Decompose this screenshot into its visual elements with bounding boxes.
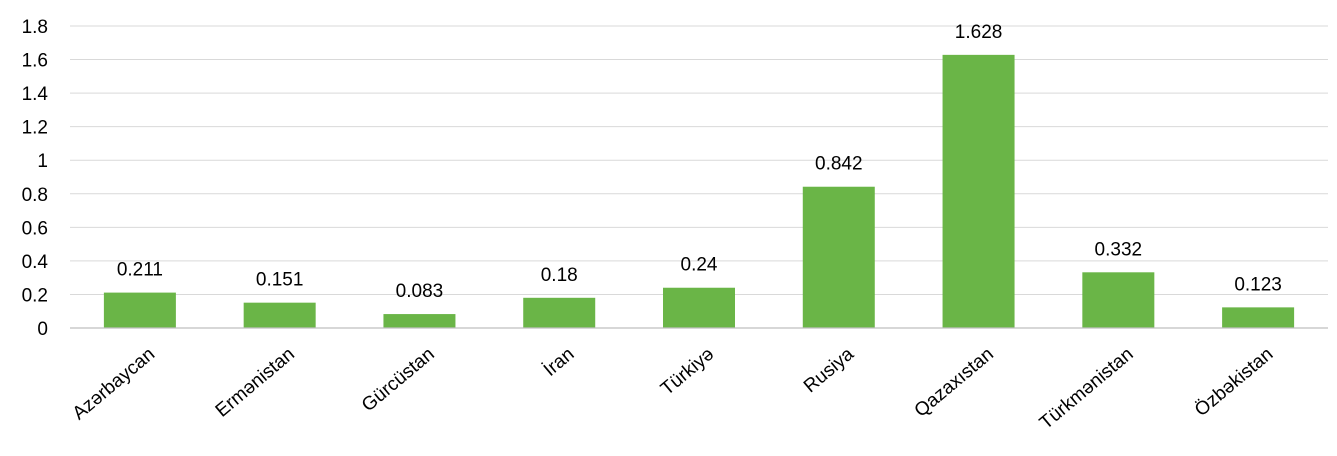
bar: [663, 287, 735, 328]
category-labels: Azərbaycan Ermənistan Gürcüstan İran Türkiyə…: [69, 343, 1278, 433]
y-tick-label: 0.2: [22, 285, 48, 306]
y-tick-label: 1: [37, 151, 48, 172]
bar: [103, 292, 176, 328]
y-tick-label: 1.2: [22, 118, 48, 139]
data-label: 0.332: [1095, 239, 1143, 260]
data-label: 1.628: [955, 22, 1003, 43]
y-tick-label: 1.8: [22, 17, 48, 38]
y-axis-tick-labels: 0 0.2 0.4 0.6 0.8 1 1.2 1.4 1.6 1.8: [22, 17, 49, 340]
y-tick-label: 1.4: [22, 84, 49, 105]
category-label: İran: [540, 344, 579, 381]
category-label: Özbəkistan: [1191, 344, 1277, 421]
category-label: Qazaxıstan: [911, 344, 998, 422]
y-tick-label: 0.6: [22, 218, 48, 239]
data-label: 0.842: [815, 154, 863, 175]
y-tick-label: 0.4: [22, 252, 49, 273]
bar: [942, 54, 1015, 328]
data-label: 0.18: [541, 265, 578, 286]
data-label: 0.083: [396, 281, 444, 302]
data-label: 0.211: [117, 260, 163, 281]
category-label: Azərbaycan: [69, 344, 159, 425]
y-tick-label: 0.8: [22, 185, 48, 206]
bars: [103, 54, 1295, 328]
data-label: 0.151: [256, 270, 304, 291]
y-tick-label: 0: [37, 319, 48, 340]
category-label: Türkiyə: [657, 344, 718, 400]
y-tick-label: 1.6: [22, 51, 48, 72]
bar: [383, 314, 456, 328]
category-label: Gürcüstan: [358, 344, 439, 416]
bar: [802, 186, 875, 328]
category-label: Ermənistan: [212, 344, 299, 422]
bar: [1082, 272, 1155, 328]
category-label: Rusiya: [800, 343, 858, 397]
bar: [1222, 307, 1295, 328]
data-label: 0.24: [681, 255, 718, 276]
data-label: 0.123: [1234, 274, 1282, 295]
bar: [243, 302, 316, 328]
category-label: Türkmənistan: [1036, 344, 1138, 434]
gridlines: [70, 25, 1328, 295]
bar: [523, 297, 596, 328]
data-labels: 0.211 0.151 0.083 0.18 0.24 0.842 1.628 0.332 0.…: [117, 22, 1282, 302]
